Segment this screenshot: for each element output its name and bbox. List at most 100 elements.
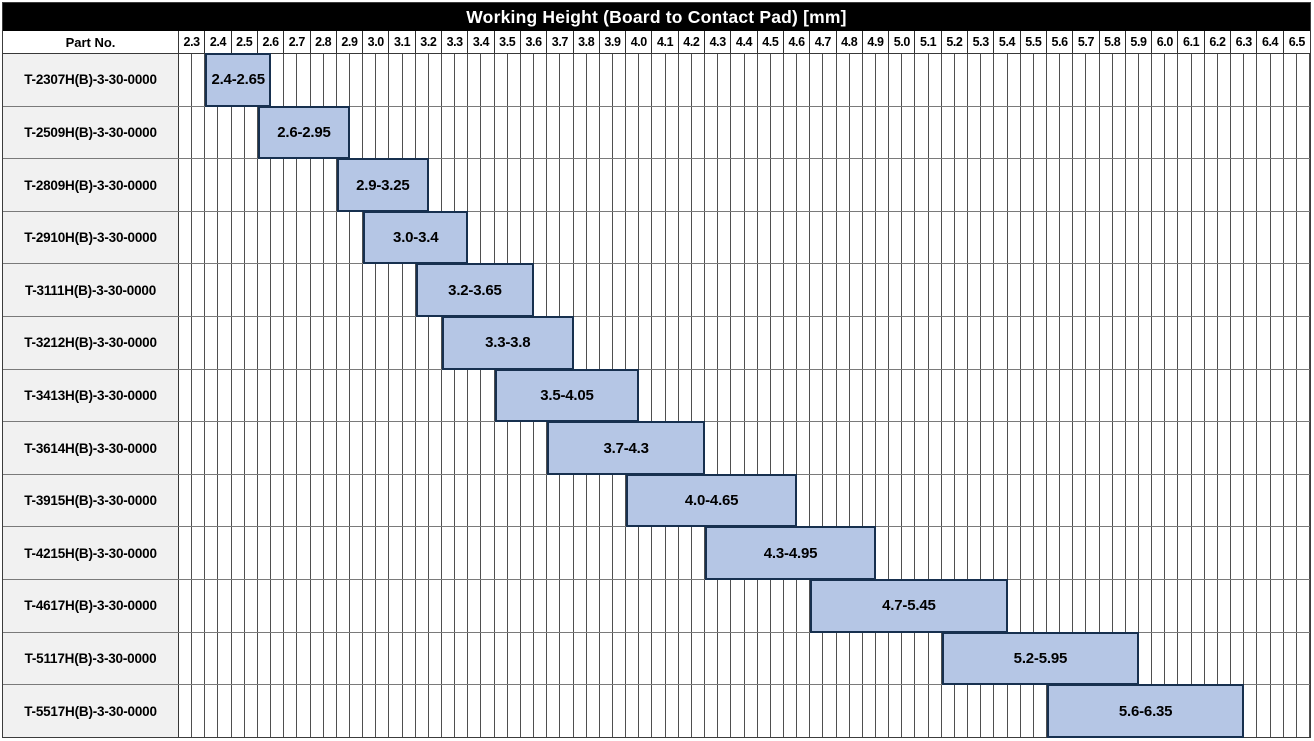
grid-cell: [889, 685, 903, 737]
grid-cell: [284, 159, 298, 211]
grid-cell: [350, 474, 364, 527]
grid-cell: [1113, 317, 1126, 369]
grid-cell: [784, 54, 798, 106]
grid-cell: [1047, 527, 1061, 580]
grid-cell: [652, 685, 666, 737]
axis-tick-label: 5.4: [994, 31, 1021, 53]
table-row: T-2509H(B)-3-30-0000 2.6-2.95: [3, 105, 1310, 160]
grid-cell: [337, 317, 350, 369]
grid-cell: [192, 211, 206, 264]
grid-cell: [876, 211, 890, 264]
axis-tick-label: 3.3: [442, 31, 469, 53]
grid-cell: [1008, 106, 1021, 159]
grid-cell: [850, 369, 863, 422]
grid-cell: [850, 632, 863, 685]
grid-cell: [1231, 369, 1245, 422]
grid-cell: [1297, 159, 1310, 211]
axis-tick-label: 5.9: [1126, 31, 1153, 53]
grid-cell: [1271, 317, 1284, 369]
grid-cell: [389, 474, 403, 527]
grid-cell: [1152, 580, 1166, 632]
grid-cell: [429, 685, 443, 737]
grid-cell: [205, 474, 219, 527]
axis-tick-label: 2.8: [311, 31, 337, 53]
axis-tick-label: 4.1: [652, 31, 679, 53]
grid-cell: [1244, 106, 1258, 159]
grid-cell: [889, 422, 903, 474]
grid-cell: [850, 54, 863, 106]
grid-cell: [1205, 580, 1218, 632]
axis-tick-label: 5.0: [889, 31, 916, 53]
grid-cell: [718, 211, 732, 264]
grid-cell: [600, 264, 613, 317]
grid-cell: [955, 159, 969, 211]
grid-cell: [1008, 422, 1021, 474]
grid-cell: [1100, 422, 1113, 474]
grid-cell: [232, 685, 245, 737]
grid-cell: [1008, 685, 1021, 737]
grid-cell: [232, 422, 245, 474]
grid-cell: [837, 106, 850, 159]
grid-cell: [942, 369, 955, 422]
grid-cell: [942, 474, 955, 527]
grid-cell: [271, 211, 285, 264]
grid-cell: [311, 369, 324, 422]
grid-cell: [324, 54, 337, 106]
grid-cell: [613, 106, 627, 159]
grid-cell: [679, 106, 692, 159]
row-grid: 2.9-3.25: [179, 158, 1310, 212]
axis-tick-label: 3.8: [574, 31, 600, 53]
grid-cell: [1192, 54, 1205, 106]
grid-cell: [968, 685, 982, 737]
grid-cell: [915, 369, 929, 422]
range-bar: 3.5-4.05: [494, 368, 640, 423]
grid-cell: [863, 159, 876, 211]
grid-cell: [311, 527, 324, 580]
grid-cell: [324, 264, 337, 317]
part-no-cell: T-3111H(B)-3-30-0000: [3, 264, 179, 317]
grid-cell: [376, 54, 390, 106]
grid-cell: [679, 685, 692, 737]
grid-cell: [784, 159, 798, 211]
axis-tick-label: 3.0: [363, 31, 390, 53]
grid-cell: [376, 317, 390, 369]
grid-cell: [1178, 527, 1192, 580]
grid-cell: [205, 106, 219, 159]
grid-cell: [929, 632, 942, 685]
grid-cell: [284, 474, 298, 527]
grid-cell: [1218, 527, 1232, 580]
table-row: T-5517H(B)-3-30-0000 5.6-6.35: [3, 684, 1310, 738]
grid-cell: [692, 369, 706, 422]
grid-cell: [1284, 317, 1297, 369]
grid-cell: [587, 317, 600, 369]
grid-cell: [442, 527, 456, 580]
grid-cell: [1192, 527, 1205, 580]
grid-cell: [547, 474, 561, 527]
grid-cell: [1231, 54, 1245, 106]
grid-cell: [1205, 632, 1218, 685]
grid-cell: [179, 632, 193, 685]
table-row: T-3614H(B)-3-30-0000 3.7-4.3: [3, 421, 1310, 475]
grid-cell: [1086, 580, 1100, 632]
grid-cell: [1165, 632, 1179, 685]
table-row: T-2307H(B)-3-30-0000 2.4-2.65: [3, 53, 1310, 107]
grid-cell: [613, 264, 627, 317]
grid-cell: [652, 106, 666, 159]
grid-cell: [363, 474, 377, 527]
grid-cell: [337, 264, 350, 317]
grid-cell: [679, 317, 692, 369]
grid-cell: [403, 685, 416, 737]
grid-cell: [1034, 264, 1047, 317]
grid-cell: [1021, 211, 1034, 264]
grid-cell: [574, 106, 587, 159]
grid-cell: [560, 580, 574, 632]
grid-cell: [718, 632, 732, 685]
axis-tick-label: 4.5: [758, 31, 784, 53]
grid-cell: [652, 527, 666, 580]
grid-cell: [994, 474, 1008, 527]
grid-cell: [1192, 264, 1205, 317]
grid-cell: [718, 106, 732, 159]
grid-cell: [495, 474, 508, 527]
grid-cell: [955, 211, 969, 264]
grid-cell: [955, 474, 969, 527]
